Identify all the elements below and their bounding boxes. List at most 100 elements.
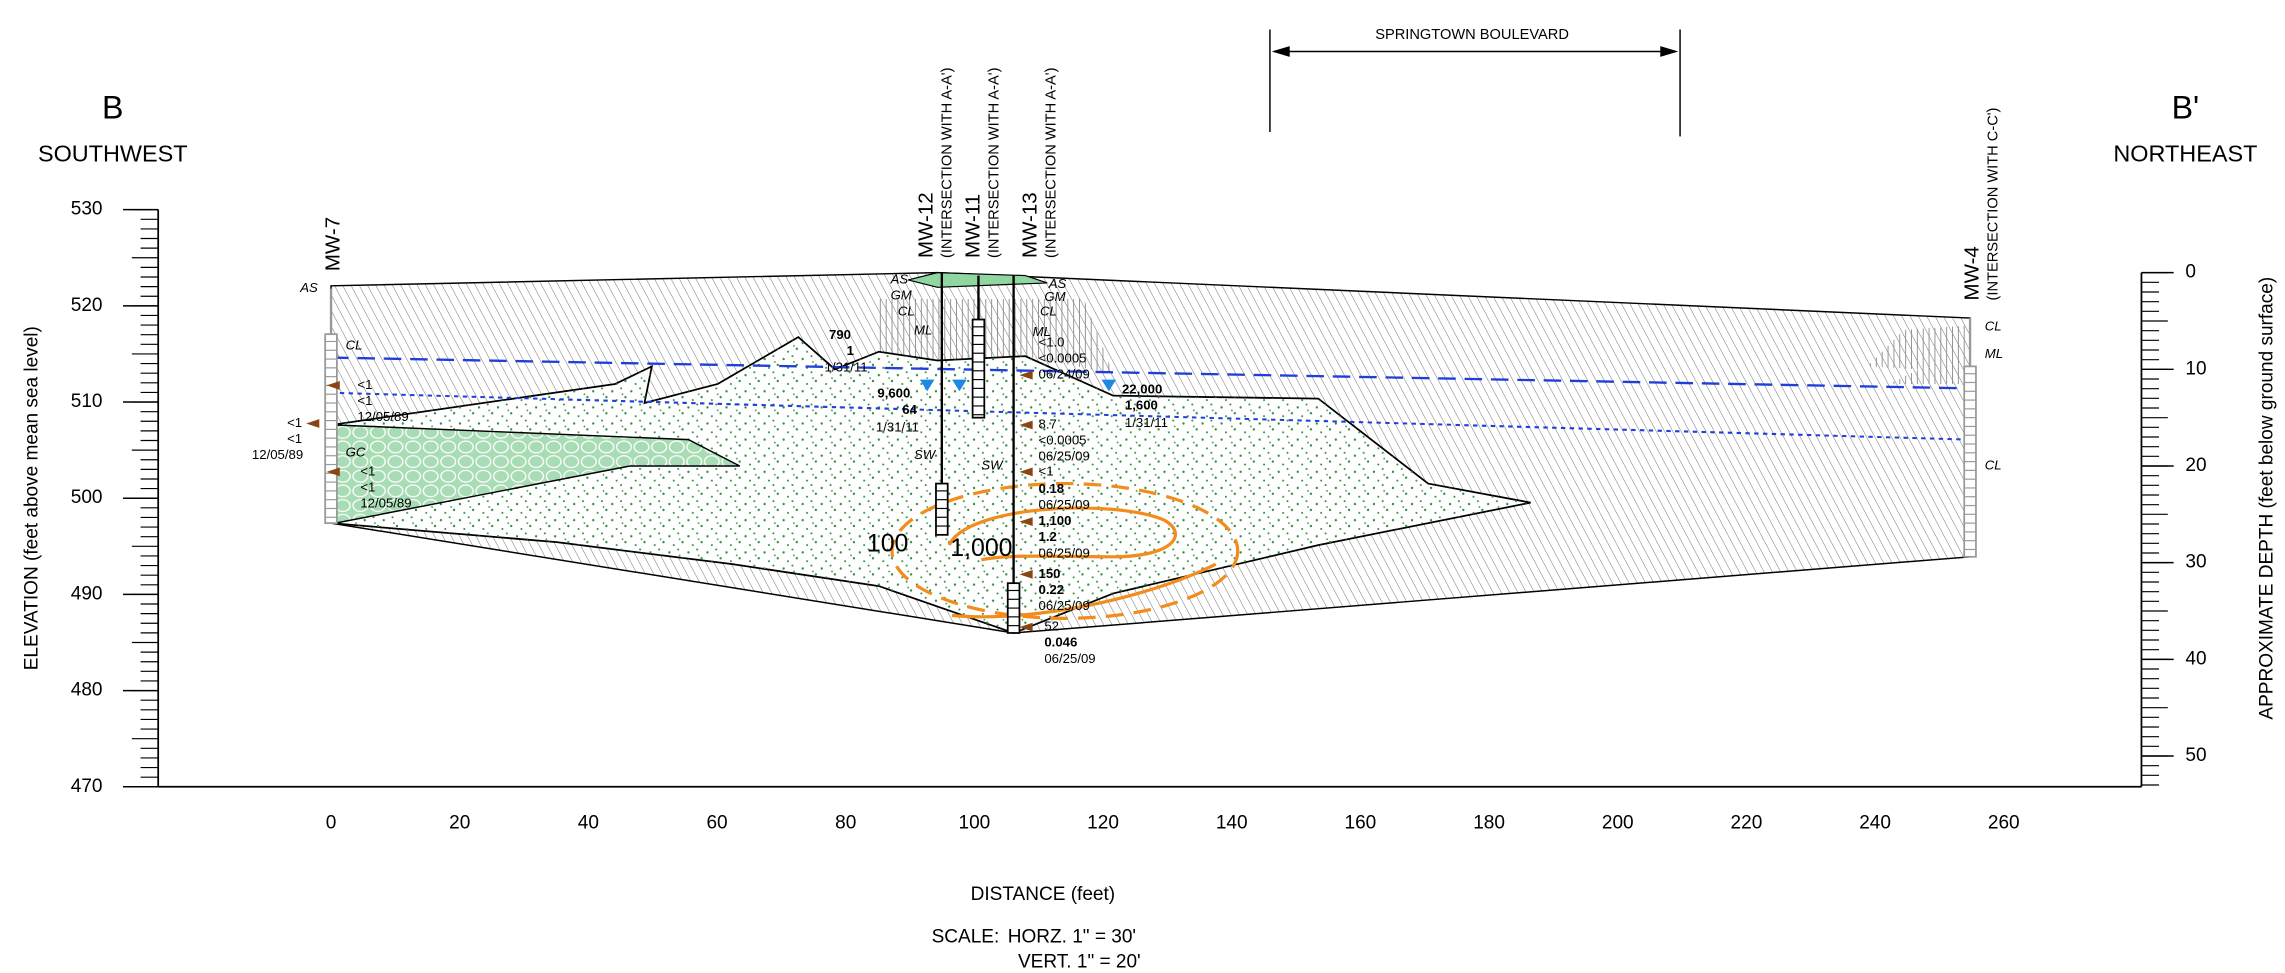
soil-label: CL — [1040, 304, 1057, 319]
result-label: <1 — [357, 393, 372, 408]
soil-label: AS — [890, 271, 909, 286]
x-tick-label: 240 — [1859, 812, 1891, 833]
result-label: 9,600 — [877, 386, 910, 401]
result-label: 1,600 — [1125, 397, 1158, 412]
result-label: <1 — [1039, 463, 1054, 478]
direction: NORTHEAST — [2113, 141, 2257, 167]
x-tick-label: 140 — [1216, 812, 1248, 833]
result-label: 64 — [902, 402, 917, 417]
geology — [331, 273, 1970, 633]
well-note: (INTERSECTION WITH A-A') — [986, 68, 1002, 258]
soil-label: SW — [914, 447, 937, 462]
y-tick-label: 500 — [71, 487, 103, 508]
result-label: <0.0005 — [1039, 433, 1087, 448]
section-letter: B — [102, 90, 124, 126]
cross-section: B SOUTHWEST B' NORTHEAST SPRINGTOWN BOUL… — [0, 0, 2285, 973]
result-label: 1.2 — [1039, 529, 1057, 544]
x-tick-label: 60 — [706, 812, 727, 833]
x-tick-label: 160 — [1345, 812, 1377, 833]
well-name: MW-11 — [961, 194, 984, 258]
soil-label: CL — [1985, 318, 2002, 333]
soil-label: ML — [914, 323, 932, 338]
well-note: (INTERSECTION WITH A-A') — [1044, 68, 1060, 258]
scale-caption: SCALE: — [932, 927, 1000, 948]
result-label: 1,100 — [1039, 513, 1072, 528]
soil-label: ML — [1985, 346, 2003, 361]
y2-tick-label: 40 — [2185, 648, 2206, 669]
page: { "header": { "left_letter": "B", "left_… — [0, 0, 2285, 973]
well-name: MW-7 — [321, 217, 344, 271]
x-tick-label: 180 — [1473, 812, 1505, 833]
result-label: 06/24/09 — [1039, 367, 1090, 382]
x-tick-label: 20 — [449, 812, 470, 833]
soil-label: GM — [1044, 289, 1065, 304]
x-tick-label: 80 — [835, 812, 856, 833]
well-screen — [325, 334, 337, 523]
result-label: 0.22 — [1039, 582, 1065, 597]
result-label: <0.0005 — [1039, 351, 1087, 366]
result-label: 1/31/11 — [876, 419, 919, 434]
well-name: MW-12 — [915, 192, 938, 258]
soil-label: CL — [898, 304, 915, 319]
result-label: 12/05/89 — [252, 447, 303, 462]
x-tick-label: 220 — [1731, 812, 1763, 833]
result-label: 06/25/09 — [1039, 598, 1090, 613]
result-label: <1 — [287, 415, 302, 430]
result-label: 1/31/11 — [825, 359, 868, 374]
y2-tick-label: 50 — [2185, 745, 2206, 766]
result-label: 12/05/89 — [360, 496, 411, 511]
result-label: <1 — [287, 431, 302, 446]
x-axis-label: DISTANCE (feet) — [971, 884, 1116, 905]
x-tick-label: 260 — [1988, 812, 2020, 833]
y-tick-label: 510 — [71, 391, 103, 412]
x-tick-label: 100 — [959, 812, 991, 833]
result-label: 06/25/09 — [1044, 651, 1095, 666]
result-label: <1 — [360, 463, 375, 478]
soil-label: CL — [346, 337, 363, 352]
result-label: 0.18 — [1039, 481, 1065, 496]
y-tick-label: 470 — [71, 776, 103, 797]
well-note: (INTERSECTION WITH C-C') — [1985, 108, 2001, 301]
soil-label: SW — [981, 457, 1004, 472]
result-label: 1/31/11 — [1125, 415, 1168, 430]
y2-axis-label: APPROXIMATE DEPTH (feet below ground sur… — [2256, 277, 2277, 720]
y2-tick-label: 0 — [2185, 262, 2196, 283]
contour-label: 100 — [867, 530, 909, 558]
y-tick-label: 530 — [71, 199, 103, 220]
direction: SOUTHWEST — [38, 141, 188, 167]
scale-horizontal: HORZ. 1" = 30' — [1008, 927, 1136, 948]
result-label: 06/25/09 — [1039, 497, 1090, 512]
result-label: <1 — [357, 377, 372, 392]
result-label: 06/25/09 — [1039, 449, 1090, 464]
result-label: 52 — [1044, 619, 1059, 634]
result-label: 790 — [829, 327, 851, 342]
section-letter: B' — [2172, 90, 2200, 126]
well-screen — [973, 320, 985, 418]
y2-tick-label: 30 — [2185, 552, 2206, 573]
well-name: MW-13 — [1019, 192, 1042, 258]
y-tick-label: 520 — [71, 295, 103, 316]
y-tick-label: 480 — [71, 680, 103, 701]
result-label: 150 — [1039, 566, 1061, 581]
result-label: 0.046 — [1044, 635, 1077, 650]
result-label: 22,000 — [1122, 381, 1162, 396]
y2-tick-label: 10 — [2185, 358, 2206, 379]
result-label: 12/05/89 — [357, 409, 408, 424]
result-label: <1 — [360, 479, 375, 494]
sample-arrow — [306, 419, 319, 428]
scale-vertical: VERT. 1" = 20' — [1018, 952, 1141, 973]
soil-label: GM — [891, 288, 912, 303]
x-tick-label: 40 — [578, 812, 599, 833]
well-note: (INTERSECTION WITH A-A') — [940, 68, 956, 258]
soil-label: GC — [346, 444, 366, 459]
x-tick-label: 120 — [1087, 812, 1119, 833]
result-label: 1 — [847, 343, 854, 358]
x-tick-label: 200 — [1602, 812, 1634, 833]
soil-label: CL — [1985, 457, 2002, 472]
soil-label: AS — [299, 280, 318, 295]
x-tick-label: 0 — [326, 812, 337, 833]
result-label: 06/25/09 — [1039, 545, 1090, 560]
well-name: MW-4 — [1960, 246, 1983, 300]
contour-label: 1,000 — [950, 534, 1012, 562]
street-label: SPRINGTOWN BOULEVARD — [1375, 27, 1569, 43]
